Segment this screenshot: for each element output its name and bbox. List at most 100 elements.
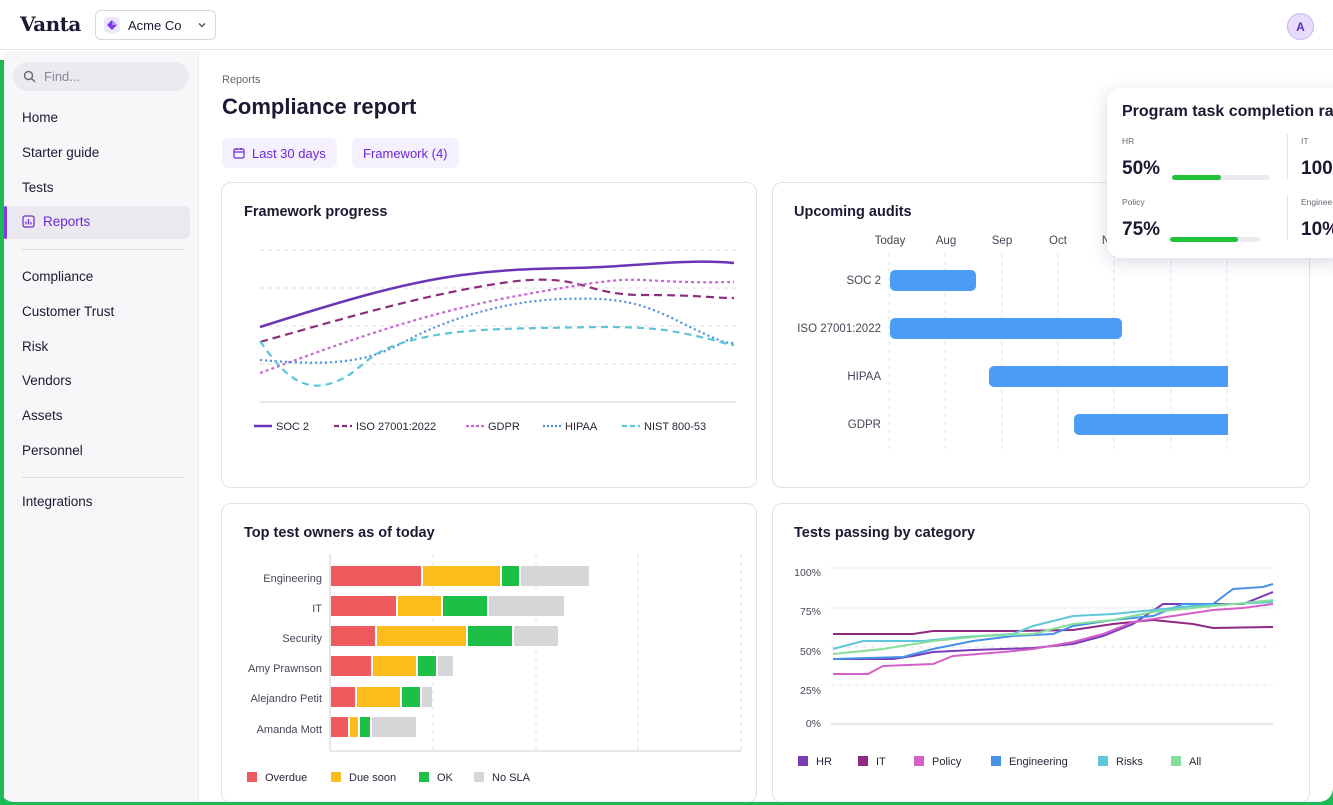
bar-due-soon[interactable]	[373, 656, 416, 676]
sidebar-item-integrations[interactable]: Integrations	[22, 494, 93, 509]
bar-no-sla[interactable]	[489, 596, 564, 616]
bar-due-soon[interactable]	[377, 626, 466, 646]
bar-overdue[interactable]	[331, 566, 421, 586]
sidebar-item-home[interactable]: Home	[22, 110, 59, 125]
legend-label: ISO 27001:2022	[356, 421, 436, 433]
bar-no-sla[interactable]	[521, 566, 589, 586]
audit-bar-iso[interactable]	[890, 318, 1122, 339]
bar-due-soon[interactable]	[357, 687, 400, 707]
sidebar-item-compliance[interactable]: Compliance	[22, 269, 94, 284]
audit-bar-hipaa[interactable]	[989, 366, 1235, 387]
owners-legend: Overdue Due soon OK No SLA	[247, 772, 531, 784]
legend-swatch	[991, 756, 1001, 766]
column-label: Today	[875, 235, 906, 247]
legend-label: Risks	[1116, 756, 1143, 768]
row-label: HIPAA	[847, 371, 881, 383]
legend-label: Engineering	[1009, 756, 1068, 768]
sidebar-item-personnel[interactable]: Personnel	[22, 443, 83, 458]
calendar-icon	[233, 148, 245, 159]
legend-swatch	[474, 772, 484, 782]
bar-ok[interactable]	[402, 687, 420, 707]
avatar[interactable]: A	[1287, 13, 1314, 40]
owner-label: Amy Prawnson	[248, 663, 322, 675]
row-label: SOC 2	[846, 275, 881, 287]
series-policy-line	[833, 603, 1274, 675]
audit-bar-gdpr[interactable]	[1074, 414, 1235, 435]
date-range-filter[interactable]: Last 30 days	[222, 138, 337, 168]
sidebar: Find... Home Starter guide Tests Reports…	[4, 51, 199, 802]
breadcrumb[interactable]: Reports	[222, 74, 261, 86]
bar-overdue[interactable]	[331, 656, 371, 676]
legend-label: HR	[816, 756, 832, 768]
sidebar-divider	[22, 477, 185, 478]
tests-legend: HR IT Policy Engineering Risks All	[798, 756, 1201, 768]
top-test-owners-card: Top test owners as of today Engineering …	[221, 503, 757, 802]
bar-ok[interactable]	[443, 596, 487, 616]
progress-fill-hr	[1172, 175, 1221, 180]
owner-label: Alejandro Petit	[250, 693, 322, 705]
bar-due-soon[interactable]	[350, 717, 358, 737]
metric-value-hr: 50%	[1122, 158, 1161, 179]
sidebar-item-assets[interactable]: Assets	[22, 408, 63, 423]
bar-ok[interactable]	[502, 566, 519, 586]
audit-bar-soc2[interactable]	[890, 270, 976, 291]
y-tick: 25%	[800, 685, 821, 697]
legend-swatch	[331, 772, 341, 782]
reports-icon	[22, 215, 35, 228]
framework-filter[interactable]: Framework (4)	[352, 138, 459, 168]
bar-no-sla[interactable]	[422, 687, 432, 707]
search-input[interactable]: Find...	[13, 62, 189, 91]
bar-no-sla[interactable]	[438, 656, 453, 676]
column-label: Aug	[936, 235, 956, 247]
metric-divider	[1287, 195, 1288, 240]
bar-ok[interactable]	[468, 626, 512, 646]
legend-label: IT	[876, 756, 886, 768]
sidebar-item-tests[interactable]: Tests	[22, 180, 54, 195]
framework-progress-chart: SOC 2 ISO 27001:2022 GDPR HIPAA NIST 800…	[254, 249, 736, 433]
tests-passing-card: Tests passing by category 100% 75% 50% 2…	[772, 503, 1310, 802]
org-selector[interactable]: Acme Co	[95, 10, 216, 40]
sidebar-divider	[22, 249, 185, 250]
owner-label: IT	[312, 603, 322, 615]
bar-overdue[interactable]	[331, 687, 355, 707]
sidebar-item-customer-trust[interactable]: Customer Trust	[22, 304, 115, 319]
sidebar-item-label: Reports	[43, 214, 91, 229]
bar-overdue[interactable]	[331, 596, 396, 616]
org-name: Acme Co	[128, 17, 182, 33]
column-label: Sep	[992, 235, 1012, 247]
window-edge	[0, 60, 4, 805]
legend-swatch	[858, 756, 868, 766]
y-tick: 0%	[806, 718, 821, 730]
metric-label-hr: HR	[1122, 136, 1135, 146]
bar-ok[interactable]	[418, 656, 436, 676]
card-title: Framework progress	[244, 204, 388, 220]
sidebar-item-starter-guide[interactable]: Starter guide	[22, 145, 100, 160]
bar-no-sla[interactable]	[514, 626, 558, 646]
vanta-logo[interactable]: Vanta	[20, 12, 81, 36]
card-title: Upcoming audits	[794, 204, 912, 220]
sidebar-item-risk[interactable]: Risk	[22, 339, 49, 354]
org-icon	[104, 17, 120, 33]
legend-swatch	[914, 756, 924, 766]
bar-due-soon[interactable]	[423, 566, 500, 586]
legend-swatch	[1171, 756, 1181, 766]
bar-due-soon[interactable]	[398, 596, 441, 616]
legend-label: NIST 800-53	[644, 421, 706, 433]
sidebar-item-vendors[interactable]: Vendors	[22, 373, 72, 388]
task-completion-panel: Program task completion ra HR 50% IT 100…	[1107, 88, 1333, 258]
bar-overdue[interactable]	[331, 626, 375, 646]
legend-swatch	[247, 772, 257, 782]
bar-no-sla[interactable]	[372, 717, 416, 737]
bar-ok[interactable]	[360, 717, 370, 737]
bar-overdue[interactable]	[331, 717, 348, 737]
series-nist-line	[259, 325, 735, 387]
metric-label-policy: Policy	[1122, 197, 1145, 207]
upcoming-audits-chart: Today Aug Sep Oct N SOC 2 ISO 27001:2022…	[797, 235, 1238, 453]
filter-label: Last 30 days	[252, 145, 326, 161]
sidebar-item-reports[interactable]: Reports	[22, 214, 90, 229]
legend-label: SOC 2	[276, 421, 309, 433]
row-label: ISO 27001:2022	[797, 323, 881, 335]
series-gdpr-line	[259, 278, 735, 375]
legend-label: All	[1189, 756, 1201, 768]
